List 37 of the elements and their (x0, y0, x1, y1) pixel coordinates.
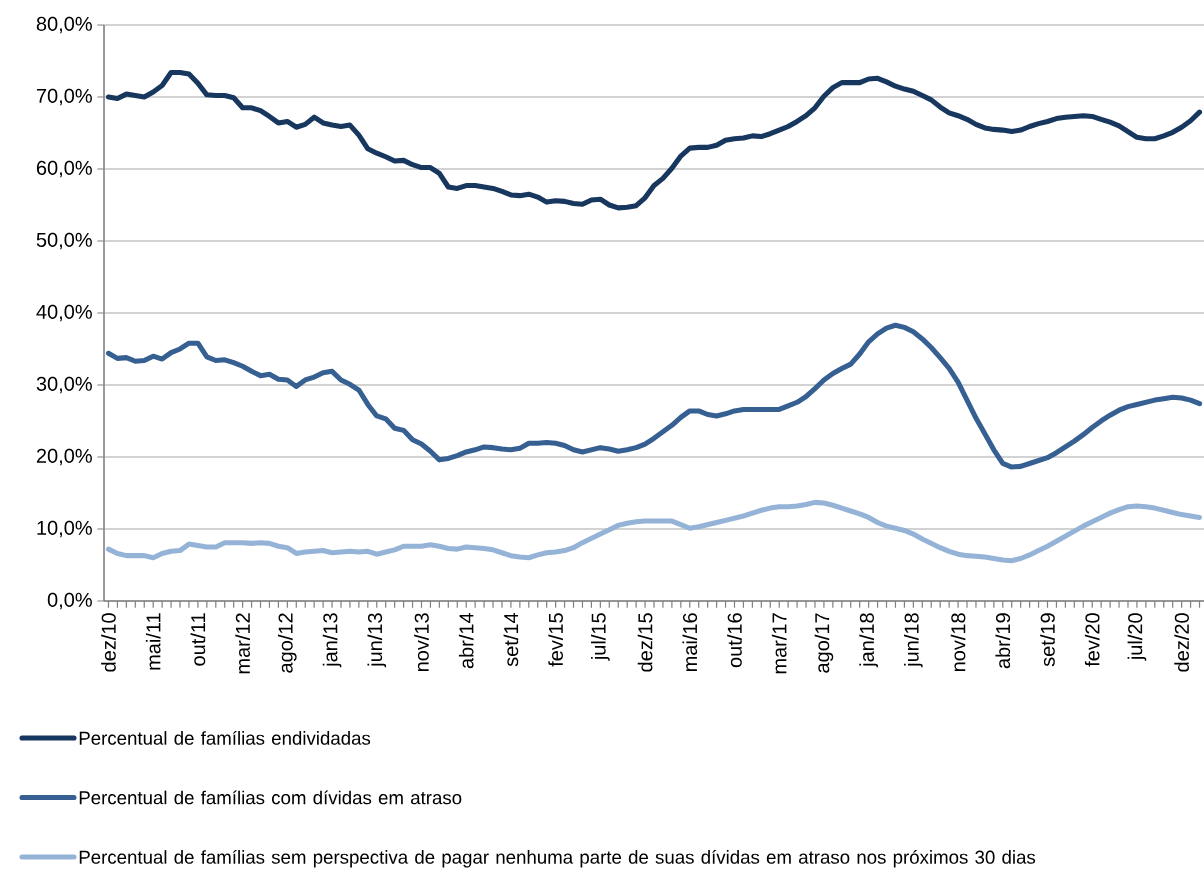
x-tick-label: fev/15 (548, 613, 563, 667)
y-tick-label: 80,0% (36, 16, 92, 34)
x-tick-label: ago/17 (814, 613, 834, 673)
x-tick-label: abr/14 (458, 612, 474, 669)
y-tick-label: 70,0% (36, 88, 92, 106)
x-tick-label: jan/13 (322, 613, 342, 668)
legend-label: Percentual de famílias endividadas (79, 730, 371, 745)
y-tick-label: 10,0% (37, 520, 92, 538)
x-tick-label: fev/20 (1084, 613, 1100, 667)
x-tick-label: out/11 (190, 613, 206, 666)
legend-label: Percentual de famílias sem perspectiva de pagar nenhuma parte de suas dívidas em atraso nos próximos 30 dias (79, 849, 1036, 868)
x-tick-label: jul/15 (591, 613, 610, 661)
x-tick-label: nov/13 (414, 613, 429, 672)
x-tick-label: out/16 (727, 613, 742, 668)
x-tick-label: nov/18 (950, 613, 966, 672)
x-tick-label: jun/13 (367, 613, 387, 668)
y-tick-label: 0,0% (47, 592, 92, 610)
x-tick-label: jul/20 (1127, 613, 1147, 661)
x-tick-label: mar/17 (771, 613, 787, 674)
x-tick-label: jun/18 (904, 613, 923, 668)
y-tick-label: 40,0% (36, 304, 92, 322)
x-tick-label: ago/12 (278, 613, 297, 673)
x-tick-label: mar/12 (235, 613, 250, 674)
x-tick-label: dez/20 (1174, 613, 1189, 672)
legend-label: Percentual de famílias com dívidas em atraso (79, 790, 462, 805)
x-tick-label: mai/16 (682, 613, 698, 672)
y-tick-label: 30,0% (36, 376, 92, 394)
x-tick-label: set/19 (1040, 613, 1055, 667)
x-tick-label: dez/15 (637, 613, 653, 672)
x-tick-label: jan/18 (859, 613, 878, 668)
y-tick-label: 60,0% (36, 160, 92, 178)
y-tick-label: 50,0% (36, 232, 92, 250)
x-tick-label: set/14 (503, 612, 519, 667)
x-tick-label: mai/11 (145, 613, 161, 670)
y-tick-label: 20,0% (36, 448, 92, 466)
x-tick-label: abr/19 (995, 613, 1011, 669)
x-tick-label: dez/10 (101, 613, 116, 672)
